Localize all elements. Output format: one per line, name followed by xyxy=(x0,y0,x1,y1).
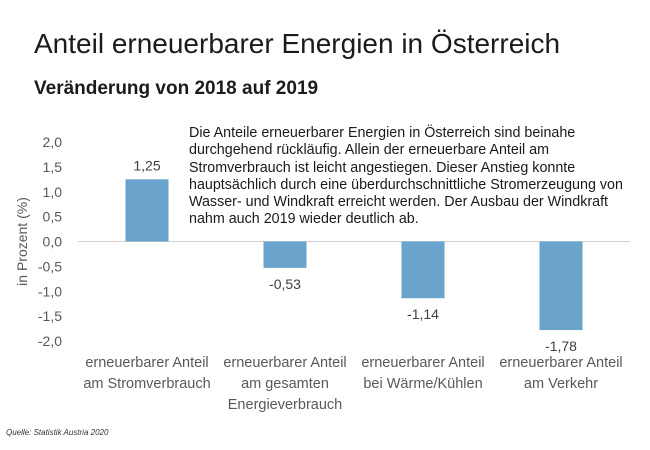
bar xyxy=(125,179,169,242)
y-tick-label: -1,5 xyxy=(38,308,62,324)
data-label: -1,78 xyxy=(545,338,577,354)
y-tick-label: -2,0 xyxy=(38,333,62,349)
y-tick-label: 1,0 xyxy=(43,184,63,200)
annotation-text: Die Anteile erneuerbarer Energien in Öst… xyxy=(189,125,623,228)
y-tick-label: -0,5 xyxy=(38,258,62,274)
y-tick-label: 1,5 xyxy=(43,159,63,175)
chart-subtitle: Veränderung von 2018 auf 2019 xyxy=(34,78,319,99)
chart-title: Anteil erneuerbarer Energien in Österrei… xyxy=(34,28,561,59)
x-category-label: erneuerbarer Anteil am Verkehr xyxy=(499,355,622,392)
data-label: -0,53 xyxy=(269,276,301,292)
bar xyxy=(401,241,445,299)
x-category-label: erneuerbarer Anteil am gesamten Energiever… xyxy=(223,355,346,413)
data-label: -1,14 xyxy=(407,306,439,322)
x-category-label: erneuerbarer Anteil bei Wärme/Kühlen xyxy=(361,355,484,392)
y-tick-label: 2,0 xyxy=(43,134,63,150)
x-category-label: erneuerbarer Anteil am Stromverbrauch xyxy=(83,355,210,392)
y-tick-label: 0,0 xyxy=(43,234,63,250)
y-tick-label: 0,5 xyxy=(43,209,63,225)
data-label: 1,25 xyxy=(133,157,160,173)
y-tick-label: -1,0 xyxy=(38,283,62,299)
y-axis-title: in Prozent (%) xyxy=(14,197,30,286)
source-note: Quelle: Statistik Austria 2020 xyxy=(6,428,109,437)
bar xyxy=(539,241,583,331)
bar xyxy=(263,241,307,268)
